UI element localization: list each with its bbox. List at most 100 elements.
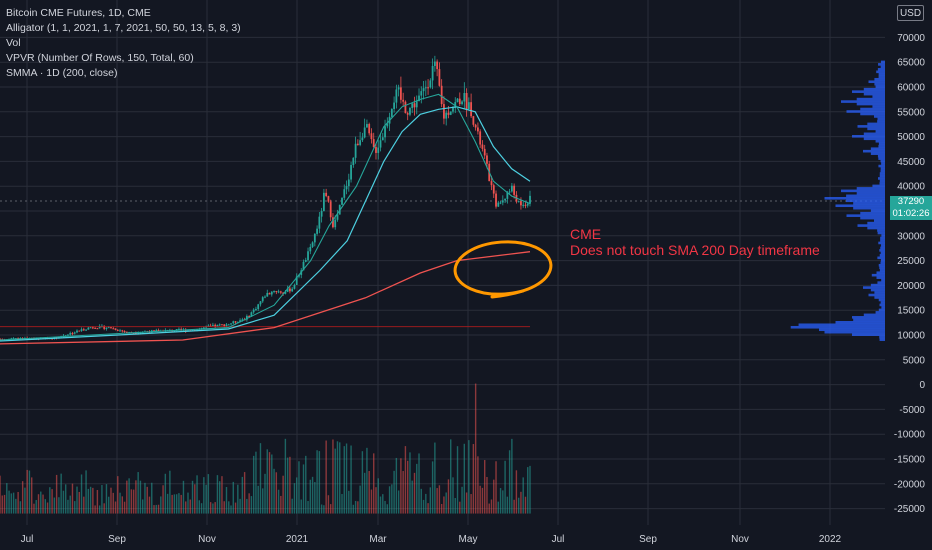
- volume-bar: [425, 493, 427, 514]
- candle-body: [279, 291, 282, 293]
- vpvr-row: [879, 254, 885, 257]
- volume-bar: [92, 487, 94, 514]
- time-tick-label: Nov: [198, 534, 216, 545]
- volume-bar: [162, 485, 164, 514]
- volume-bar: [74, 501, 76, 514]
- vpvr-row: [846, 110, 885, 113]
- candle-body: [157, 329, 160, 332]
- volume-bar: [69, 495, 71, 514]
- vpvr-row: [880, 60, 885, 64]
- volume-bar: [515, 470, 518, 514]
- currency-badge[interactable]: USD: [897, 5, 924, 21]
- indicator-smma[interactable]: SMMA · 1D (200, close): [6, 67, 118, 79]
- candle-body: [309, 246, 312, 252]
- volume-bar: [19, 501, 22, 514]
- volume-bar: [169, 470, 171, 514]
- volume-bar: [255, 451, 257, 514]
- volume-bar: [148, 496, 151, 514]
- price-tick-label: -25000: [894, 504, 926, 515]
- volume-bar: [497, 501, 499, 514]
- indicator-alligator[interactable]: Alligator (1, 1, 2021, 1, 7, 2021, 50, 5…: [6, 22, 241, 34]
- volume-bar: [87, 488, 90, 514]
- volume-bar: [350, 445, 352, 514]
- price-tick-label: 45000: [897, 157, 925, 168]
- volume-bar: [443, 496, 445, 514]
- candle-body: [497, 202, 500, 207]
- volume-bar: [241, 476, 244, 514]
- candle-body: [415, 101, 418, 108]
- time-tick-label: May: [459, 534, 478, 545]
- vpvr-row: [874, 82, 885, 86]
- volume-bar: [286, 457, 289, 514]
- candle-body: [433, 61, 436, 66]
- price-tick-label: 65000: [897, 58, 925, 69]
- vpvr-row: [846, 199, 885, 203]
- volume-bar: [436, 488, 438, 514]
- candle-body: [513, 185, 516, 195]
- volume-bar: [26, 469, 28, 514]
- candle-body: [438, 69, 441, 86]
- time-tick-label: 2022: [819, 534, 842, 545]
- candle-body: [411, 103, 414, 109]
- volume-bar: [225, 487, 228, 514]
- volume-bar: [382, 494, 384, 514]
- volume-bar: [402, 471, 404, 514]
- volume-bar: [257, 485, 259, 514]
- indicator-vpvr[interactable]: VPVR (Number Of Rows, 150, Total, 60): [6, 52, 194, 64]
- volume-bar: [6, 483, 8, 514]
- volume-bar: [280, 495, 282, 514]
- candle-body: [261, 297, 264, 302]
- time-axis[interactable]: Jul Sep Nov 2021 Mar May Jul Sep Nov 2022: [21, 534, 842, 545]
- volume-bar: [126, 480, 128, 514]
- volume-bar: [0, 475, 1, 514]
- vpvr-row: [875, 130, 885, 133]
- candle-body: [257, 304, 260, 309]
- vpvr-row: [852, 333, 885, 336]
- volume-bars: [0, 383, 531, 514]
- volume-bar: [520, 491, 522, 514]
- volume-bar: [348, 490, 350, 514]
- symbol-title[interactable]: Bitcoin CME Futures, 1D, CME: [6, 7, 151, 19]
- candle-body: [121, 330, 124, 332]
- price-tick-label: 10000: [897, 331, 925, 342]
- vpvr-row: [824, 197, 885, 200]
- volume-bar: [24, 487, 26, 514]
- candle-body: [103, 325, 106, 329]
- candle-body: [112, 328, 115, 330]
- candle-body: [69, 333, 72, 335]
- indicator-volume[interactable]: Vol: [6, 37, 21, 49]
- vpvr-row: [881, 278, 885, 282]
- volume-bar: [108, 496, 110, 514]
- candle-body: [221, 324, 223, 326]
- vpvr-row: [853, 201, 885, 205]
- candle-body: [508, 191, 511, 193]
- volume-bar: [55, 474, 58, 514]
- candle-body: [307, 251, 309, 261]
- vpvr-row: [878, 142, 885, 146]
- vpvr-row: [853, 318, 885, 322]
- bar-countdown: 01:02:26: [892, 208, 930, 219]
- chart-legend: Bitcoin CME Futures, 1D, CME Alligator (…: [6, 6, 241, 81]
- volume-bar: [459, 501, 461, 514]
- candle-body: [302, 261, 305, 271]
- candle-body: [431, 65, 434, 81]
- volume-bar: [139, 480, 142, 514]
- volume-bar: [146, 486, 148, 514]
- volume-bar: [178, 493, 180, 514]
- volume-bar: [71, 483, 74, 514]
- price-axis[interactable]: 7000065000600005500050000450004000035000…: [894, 33, 926, 515]
- volume-bar: [262, 488, 264, 514]
- annotation-line-1: CME: [570, 226, 602, 242]
- volume-bar: [266, 449, 268, 514]
- candle-body: [153, 330, 155, 332]
- text-annotation[interactable]: CME Does not touch SMA 200 Day timeframe: [570, 226, 820, 258]
- vpvr-row: [863, 132, 885, 136]
- candle-body: [252, 309, 255, 313]
- candle-body: [275, 291, 278, 293]
- candle-body: [91, 327, 94, 329]
- vpvr-row: [857, 224, 885, 227]
- volume-bar: [171, 494, 173, 514]
- candle-body: [486, 155, 488, 164]
- candle-body: [366, 124, 368, 128]
